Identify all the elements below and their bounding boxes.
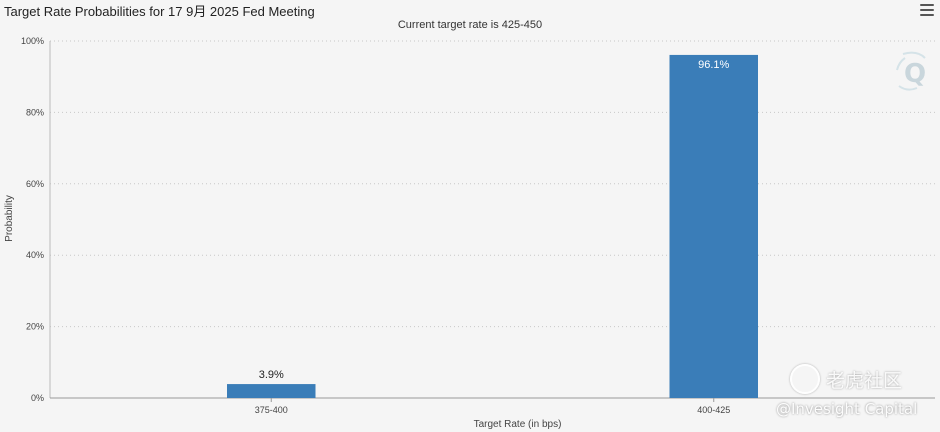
- x-axis-title: Target Rate (in bps): [474, 419, 562, 430]
- chart-subtitle: Current target rate is 425-450: [397, 19, 543, 31]
- community-logo-icon: [790, 364, 820, 394]
- handle-watermark: @Invesight Capital: [776, 400, 918, 418]
- y-tick-label: 100%: [21, 36, 44, 46]
- data-label: 3.9%: [259, 369, 284, 381]
- bar: [669, 54, 758, 398]
- q-watermark-letter: Q: [904, 59, 926, 89]
- x-tick-label: 375-400: [255, 405, 288, 415]
- data-label: 96.1%: [698, 59, 729, 71]
- y-tick-label: 40%: [26, 250, 44, 260]
- community-watermark-text: 老虎社区: [826, 369, 903, 392]
- y-tick-label: 20%: [26, 322, 44, 332]
- bar: [227, 384, 316, 398]
- menu-icon[interactable]: [920, 4, 934, 16]
- q-watermark-icon: Q: [896, 51, 926, 91]
- y-tick-label: 60%: [26, 179, 44, 189]
- y-tick-label: 0%: [31, 393, 44, 403]
- chart-title: Target Rate Probabilities for 17 9月 2025…: [4, 4, 315, 19]
- x-tick-label: 400-425: [697, 405, 730, 415]
- y-axis-title: Probability: [4, 195, 15, 242]
- community-watermark: 老虎社区: [790, 364, 902, 394]
- y-tick-label: 80%: [26, 107, 44, 117]
